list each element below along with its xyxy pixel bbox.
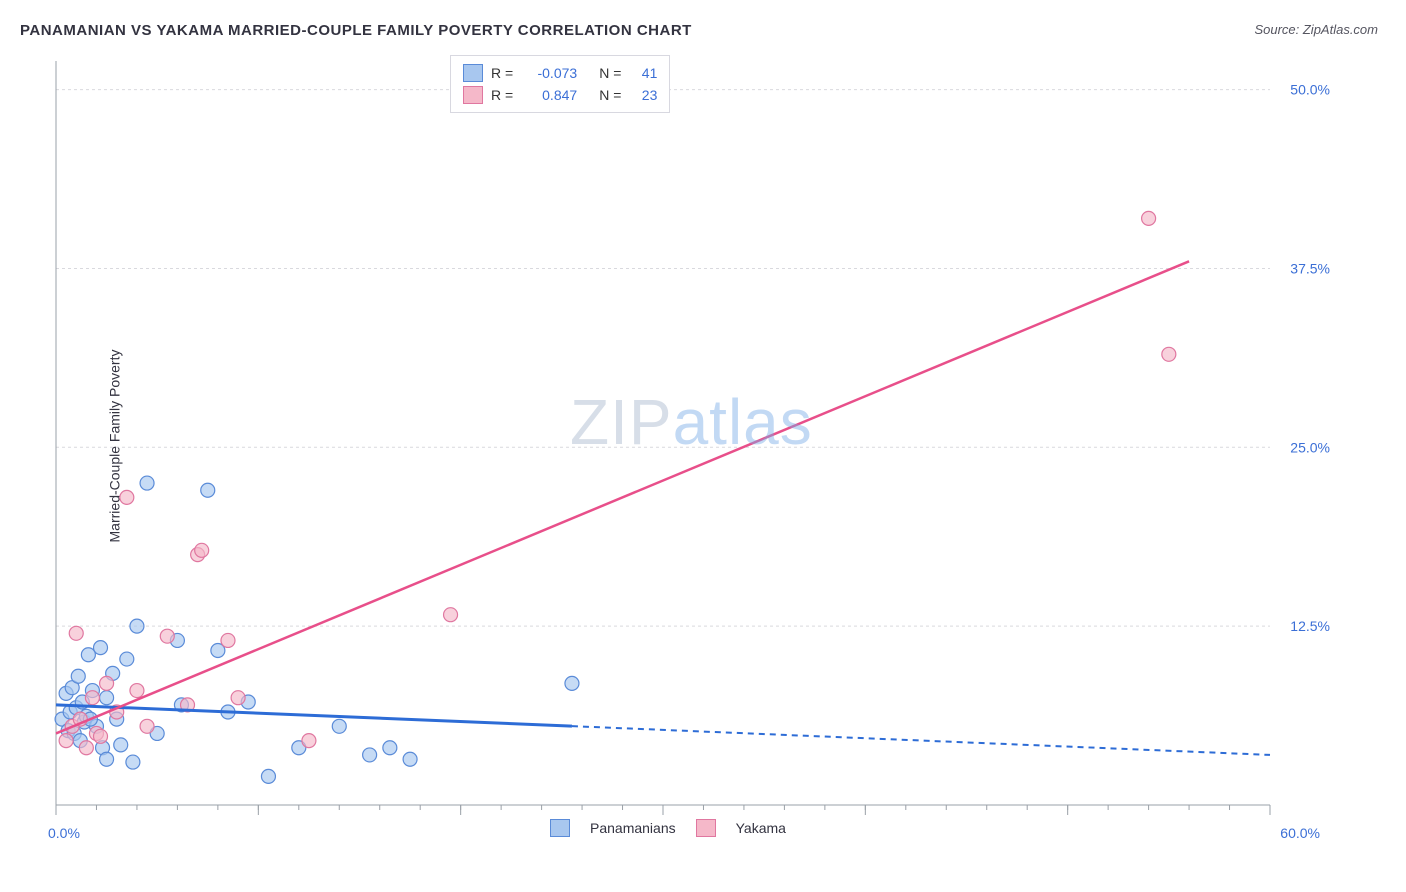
legend-series-label: Yakama bbox=[736, 820, 786, 836]
chart-area: 12.5%25.0%37.5%50.0% ZIPatlas R =-0.073N… bbox=[50, 55, 1340, 835]
legend-n-value: 41 bbox=[629, 65, 657, 81]
x-axis-max-label: 60.0% bbox=[1280, 825, 1320, 841]
chart-title: PANAMANIAN VS YAKAMA MARRIED-COUPLE FAMI… bbox=[20, 22, 692, 39]
svg-text:25.0%: 25.0% bbox=[1290, 439, 1330, 455]
legend-n-value: 23 bbox=[629, 87, 657, 103]
legend-r-label: R = bbox=[491, 65, 513, 81]
legend-swatch bbox=[696, 819, 716, 837]
correlation-legend: R = -0.073 N = 41 R = 0.847 N = 23 bbox=[450, 55, 670, 113]
source-prefix: Source: bbox=[1254, 22, 1302, 37]
scatter-chart-svg: 12.5% 25.0% 37.5% 50.0% bbox=[50, 55, 1340, 835]
legend-r-value: 0.847 bbox=[521, 87, 577, 103]
legend-swatch bbox=[550, 819, 570, 837]
legend-r-label: R = bbox=[491, 87, 513, 103]
svg-text:37.5%: 37.5% bbox=[1290, 260, 1330, 276]
series-legend: Panamanians Yakama bbox=[550, 819, 786, 837]
legend-swatch bbox=[463, 86, 483, 104]
legend-n-label: N = bbox=[599, 65, 621, 81]
legend-r-value: -0.073 bbox=[521, 65, 577, 81]
legend-swatch bbox=[463, 64, 483, 82]
x-axis-min-label: 0.0% bbox=[48, 825, 80, 841]
svg-text:12.5%: 12.5% bbox=[1290, 618, 1330, 634]
source-name: ZipAtlas.com bbox=[1303, 22, 1378, 37]
legend-n-label: N = bbox=[599, 87, 621, 103]
svg-text:50.0%: 50.0% bbox=[1290, 82, 1330, 98]
source-attribution: Source: ZipAtlas.com bbox=[1254, 22, 1378, 37]
legend-series-label: Panamanians bbox=[590, 820, 676, 836]
legend-row: R = 0.847 N = 23 bbox=[463, 84, 657, 106]
legend-row: R = -0.073 N = 41 bbox=[463, 62, 657, 84]
